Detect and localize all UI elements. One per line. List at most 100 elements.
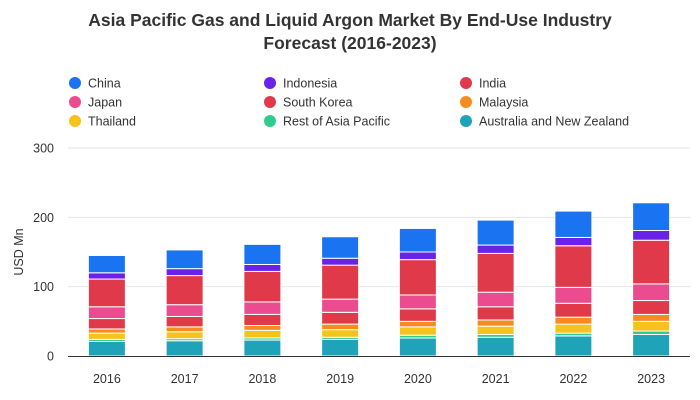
legend-label-indonesia: Indonesia [283, 77, 337, 91]
bar-indonesia-2019[interactable] [321, 257, 360, 266]
bar-stack-2018 [243, 243, 282, 357]
bar-stack-2022 [554, 210, 593, 357]
bar-malaysia-2020[interactable] [398, 320, 437, 328]
bar-south-korea-2021[interactable] [476, 306, 515, 321]
legend-label-thailand: Thailand [88, 115, 136, 129]
bar-thailand-2022[interactable] [554, 323, 593, 334]
bar-indonesia-2021[interactable] [476, 244, 515, 254]
bar-india-2019[interactable] [321, 264, 360, 300]
y-tick-label-0: 0 [47, 350, 54, 364]
bar-south-korea-2020[interactable] [398, 308, 437, 322]
bar-malaysia-2018[interactable] [243, 324, 282, 331]
legend-item-japan[interactable]: Japan [69, 96, 122, 110]
bar-stack-2019 [321, 236, 360, 357]
x-axis: 2016 2017 2018 2019 2020 2021 2022 2023 [68, 356, 690, 386]
bar-japan-2016[interactable] [87, 306, 126, 320]
bar-india-2017[interactable] [165, 275, 204, 306]
bar-thailand-2021[interactable] [476, 325, 515, 336]
y-tick-label-100: 100 [33, 280, 54, 294]
legend-marker-indonesia [264, 77, 276, 89]
bar-china-2019[interactable] [321, 236, 360, 259]
legend-item-china[interactable]: China [69, 77, 121, 91]
bar-australia-and-new-zealand-2019[interactable] [321, 338, 360, 357]
x-tick-label-2022: 2022 [559, 372, 587, 386]
legend-item-thailand[interactable]: Thailand [69, 115, 136, 129]
legend-item-indonesia[interactable]: Indonesia [264, 77, 337, 91]
bar-rest-of-asia-pacific-2023[interactable] [632, 330, 671, 336]
bar-china-2022[interactable] [554, 210, 593, 238]
bar-china-2017[interactable] [165, 249, 204, 270]
bar-indonesia-2017[interactable] [165, 268, 204, 277]
bar-india-2023[interactable] [632, 239, 671, 285]
bar-japan-2023[interactable] [632, 283, 671, 302]
bar-indonesia-2018[interactable] [243, 263, 282, 272]
bar-india-2020[interactable] [398, 259, 437, 296]
bar-indonesia-2020[interactable] [398, 251, 437, 261]
bar-thailand-2023[interactable] [632, 320, 671, 332]
bar-south-korea-2017[interactable] [165, 315, 204, 328]
bar-malaysia-2021[interactable] [476, 319, 515, 327]
legend-item-malaysia[interactable]: Malaysia [460, 96, 528, 110]
legend-marker-south-korea [264, 96, 276, 108]
bar-indonesia-2016[interactable] [87, 272, 126, 280]
bar-thailand-2018[interactable] [243, 329, 282, 339]
legend-label-south-korea: South Korea [283, 96, 353, 110]
bar-malaysia-2023[interactable] [632, 313, 671, 322]
bar-australia-and-new-zealand-2023[interactable] [632, 334, 671, 357]
legend-label-australia-and-new-zealand: Australia and New Zealand [479, 115, 629, 129]
bar-australia-and-new-zealand-2021[interactable] [476, 336, 515, 357]
bar-south-korea-2018[interactable] [243, 313, 282, 326]
bar-thailand-2017[interactable] [165, 331, 204, 340]
legend-marker-australia-and-new-zealand [460, 115, 472, 127]
legend-marker-thailand [69, 115, 81, 127]
bar-australia-and-new-zealand-2022[interactable] [554, 335, 593, 357]
bar-indonesia-2023[interactable] [632, 230, 671, 241]
bar-china-2020[interactable] [398, 227, 437, 253]
bar-indonesia-2022[interactable] [554, 236, 593, 247]
x-tick-label-2018: 2018 [248, 372, 276, 386]
bar-india-2016[interactable] [87, 278, 126, 308]
bar-stack-2016 [87, 254, 126, 357]
legend-item-australia-and-new-zealand[interactable]: Australia and New Zealand [460, 115, 629, 129]
bar-japan-2018[interactable] [243, 301, 282, 315]
chart-title-line-1: Asia Pacific Gas and Liquid Argon Market… [88, 10, 612, 30]
bar-japan-2022[interactable] [554, 286, 593, 304]
bar-thailand-2019[interactable] [321, 329, 360, 338]
bar-china-2023[interactable] [632, 202, 671, 232]
bar-south-korea-2019[interactable] [321, 311, 360, 325]
bar-malaysia-2022[interactable] [554, 316, 593, 325]
y-tick-label-300: 300 [33, 142, 54, 156]
bar-india-2022[interactable] [554, 245, 593, 288]
bar-japan-2021[interactable] [476, 291, 515, 308]
bar-south-korea-2016[interactable] [87, 318, 126, 330]
bar-china-2021[interactable] [476, 219, 515, 246]
legend-marker-japan [69, 96, 81, 108]
bar-australia-and-new-zealand-2016[interactable] [87, 340, 126, 357]
x-tick-label-2021: 2021 [482, 372, 510, 386]
bar-japan-2020[interactable] [398, 294, 437, 310]
bar-india-2018[interactable] [243, 270, 282, 303]
bar-australia-and-new-zealand-2020[interactable] [398, 337, 437, 357]
bar-india-2021[interactable] [476, 252, 515, 293]
bar-stack-2023 [632, 202, 671, 357]
legend-item-south-korea[interactable]: South Korea [264, 96, 353, 110]
legend-marker-india [460, 77, 472, 89]
legend: China Indonesia India Japan South Korea Malay… [69, 77, 629, 129]
bar-malaysia-2017[interactable] [165, 326, 204, 333]
x-tick-label-2020: 2020 [404, 372, 432, 386]
bars [87, 202, 671, 357]
legend-item-rest-of-asia-pacific[interactable]: Rest of Asia Pacific [264, 115, 390, 129]
bar-malaysia-2019[interactable] [321, 323, 360, 331]
bar-australia-and-new-zealand-2018[interactable] [243, 339, 282, 357]
bar-malaysia-2016[interactable] [87, 328, 126, 334]
bar-china-2016[interactable] [87, 254, 126, 274]
bar-japan-2019[interactable] [321, 298, 360, 313]
bar-thailand-2020[interactable] [398, 326, 437, 336]
bar-south-korea-2023[interactable] [632, 300, 671, 315]
bar-south-korea-2022[interactable] [554, 302, 593, 318]
bar-china-2018[interactable] [243, 243, 282, 265]
bar-japan-2017[interactable] [165, 304, 204, 317]
legend-item-india[interactable]: India [460, 77, 506, 91]
bar-thailand-2016[interactable] [87, 332, 126, 340]
bar-australia-and-new-zealand-2017[interactable] [165, 340, 204, 357]
